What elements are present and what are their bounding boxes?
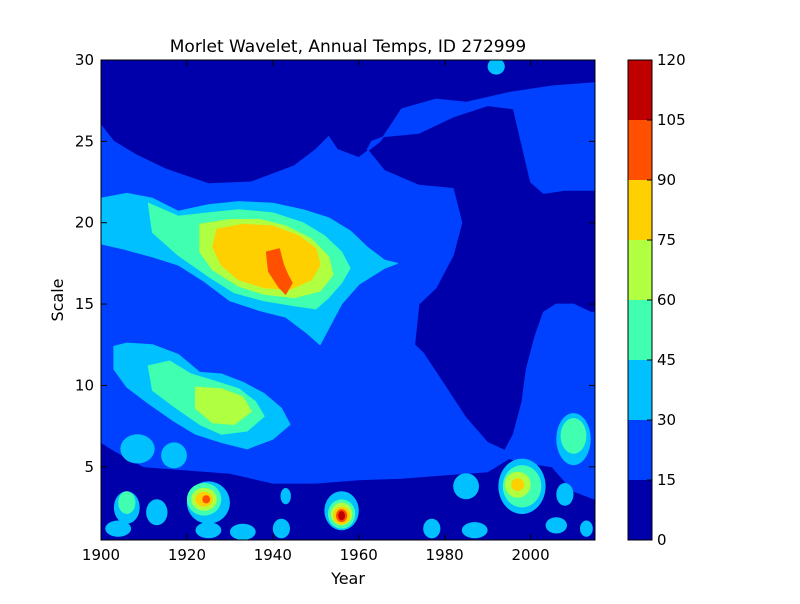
colorbar-segment	[628, 60, 652, 120]
contour-region-level-7-0	[338, 510, 345, 521]
y-axis: 5 10 15 20 25 30	[75, 51, 595, 476]
colorbar-segment	[628, 240, 652, 300]
colorbar-tick-label: 15	[657, 471, 676, 489]
contour-region-level-2-13	[280, 488, 291, 505]
contour-region-level-2-14	[272, 518, 290, 539]
contour-plot-area	[101, 60, 595, 540]
x-tick-label: 2000	[511, 546, 549, 564]
contour-region-level-2-2	[120, 434, 155, 464]
contour-region-level-2-19	[461, 522, 488, 539]
y-tick-label: 20	[75, 214, 94, 232]
x-tick-label: 1960	[340, 546, 378, 564]
contour-region-level-4-1	[195, 386, 252, 425]
contour-region-level-5-0	[212, 223, 321, 290]
colorbar-tick-label: 75	[657, 231, 676, 249]
x-tick-label: 1940	[254, 546, 292, 564]
contour-region-level-6-2	[202, 495, 211, 504]
chart-title: Morlet Wavelet, Annual Temps, ID 272999	[170, 37, 527, 57]
colorbar-segment	[628, 480, 652, 540]
y-axis-label: Scale	[48, 278, 67, 321]
contour-region-level-2-12	[487, 60, 505, 75]
colorbar-segment	[628, 120, 652, 180]
contour-region-level-2-20	[545, 517, 567, 534]
contour-region-level-2-18	[423, 518, 441, 539]
contour-region-level-5-3	[511, 478, 525, 492]
contour-region-level-3-3	[118, 491, 136, 514]
colorbar: 0 15 30 45 60 75 90 105 120	[627, 51, 686, 549]
contour-region-level-2-15	[105, 520, 132, 537]
colorbar-segment	[628, 420, 652, 480]
y-tick-label: 30	[75, 51, 94, 69]
x-tick-label: 1980	[426, 546, 464, 564]
colorbar-tick-label: 60	[657, 291, 676, 309]
contour-region-level-2-16	[195, 522, 222, 539]
contour-region-level-6-0	[265, 248, 293, 295]
x-tick-label: 1900	[82, 546, 120, 564]
y-tick-label: 5	[84, 458, 94, 476]
colorbar-segment	[628, 300, 652, 360]
colorbar-tick-label: 120	[657, 51, 686, 69]
plot-frame	[100, 59, 596, 541]
colorbar-tick-label: 45	[657, 351, 676, 369]
contour-region-level-2-11	[556, 483, 574, 506]
y-tick-label: 25	[75, 132, 94, 150]
y-tick-label: 15	[75, 295, 94, 313]
colorbar-segment	[628, 180, 652, 240]
x-tick-label: 1920	[168, 546, 206, 564]
colorbar-tick-label: 0	[657, 531, 667, 549]
colorbar-tick-label: 105	[657, 111, 686, 129]
colorbar-tick-label: 90	[657, 171, 676, 189]
y-tick-label: 10	[75, 376, 94, 394]
contour-region-level-2-8	[453, 473, 479, 500]
contour-region-level-3-6	[560, 418, 587, 454]
contour-region-level-2-17	[229, 523, 256, 540]
x-axis-label: Year	[330, 569, 365, 588]
colorbar-tick-label: 30	[657, 411, 676, 429]
x-axis: 1900 1920 1940 1960 1980 2000	[82, 60, 550, 564]
colorbar-segment	[628, 360, 652, 420]
contour-region-level-2-6	[146, 499, 168, 526]
contour-region-level-2-21	[580, 520, 593, 537]
contour-region-level-2-3	[161, 442, 187, 469]
